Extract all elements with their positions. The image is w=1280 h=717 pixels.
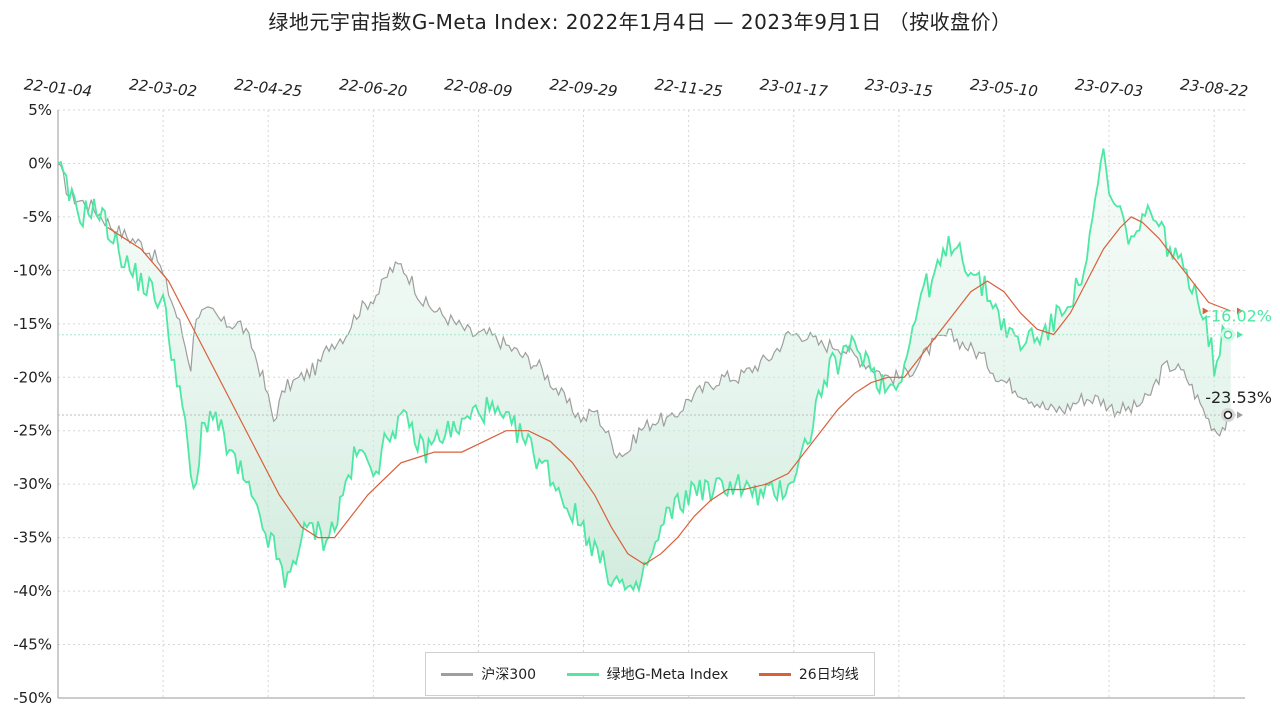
series-line-hs300 [57, 163, 1232, 460]
x-tick-label: 23-07-03 [1074, 75, 1144, 100]
legend-item-gmeta[interactable]: 绿地G-Meta Index [566, 664, 729, 684]
y-tick-label: -5% [23, 208, 52, 226]
y-tick-label: -40% [13, 582, 52, 600]
y-tick-label: 0% [28, 154, 52, 172]
gmeta-end-arrow [1237, 331, 1243, 339]
y-tick-label: -45% [13, 636, 52, 654]
hs300-end-dot [1223, 410, 1233, 420]
legend-label-ma26: 26日均线 [798, 667, 859, 683]
hs300-end-arrow [1237, 411, 1243, 419]
spread-area [58, 148, 1231, 591]
x-tick-label: 22-11-25 [654, 75, 724, 100]
x-tick-label: 22-04-25 [233, 75, 303, 100]
x-tick-label: 23-08-22 [1179, 75, 1249, 100]
y-tick-label: 5% [28, 101, 52, 119]
y-tick-label: -15% [13, 315, 52, 333]
gmeta-end-label: -16.02% [1205, 307, 1272, 326]
legend-label-hs300: 沪深300 [481, 667, 537, 683]
x-tick-label: 23-05-10 [969, 75, 1039, 100]
legend-item-ma26[interactable]: 26日均线 [758, 664, 859, 684]
legend-swatch-ma26 [758, 672, 791, 676]
legend-swatch-gmeta [566, 672, 599, 676]
legend-swatch-hs300 [441, 672, 474, 676]
y-tick-label: -25% [13, 422, 52, 440]
series-line-gmeta [57, 148, 1232, 594]
chart-title: 绿地元宇宙指数G-Meta Index: 2022年1月4日 — 2023年9月… [268, 10, 1012, 34]
y-tick-label: -35% [13, 529, 52, 547]
series-layer [57, 148, 1232, 594]
gmeta-end-dot [1223, 330, 1233, 339]
x-tick-label: 22-06-20 [339, 75, 409, 100]
y-tick-label: -20% [13, 368, 52, 386]
ma26-end-arrow [1237, 307, 1243, 315]
hs300-end-label: -23.53% [1205, 388, 1272, 407]
area-layer [58, 148, 1231, 591]
series-line-ma26 [107, 216, 1232, 566]
x-tick-label: 22-01-04 [23, 75, 93, 100]
axis-layer: 5% 0% -5% -10% -15% -20% -25% -30% -35% -40% -45% -… [13, 75, 1249, 707]
x-tick-label: 23-03-15 [864, 75, 934, 100]
x-tick-label: 22-08-09 [444, 75, 514, 100]
chart-legend: 沪深300 绿地G-Meta Index 26日均线 [425, 652, 875, 696]
legend-label-gmeta: 绿地G-Meta Index [606, 667, 729, 683]
y-tick-label: -10% [13, 261, 52, 279]
label-layer: -16.02% -23.53% [58, 307, 1272, 423]
x-tick-label: 22-03-02 [128, 75, 198, 100]
y-tick-label: -30% [13, 475, 52, 493]
legend-item-hs300[interactable]: 沪深300 [441, 664, 536, 684]
y-tick-label: -50% [13, 689, 52, 707]
x-tick-label: 23-01-17 [759, 75, 829, 100]
x-tick-label: 22-09-29 [549, 75, 619, 100]
ma26-marker [1202, 307, 1209, 315]
